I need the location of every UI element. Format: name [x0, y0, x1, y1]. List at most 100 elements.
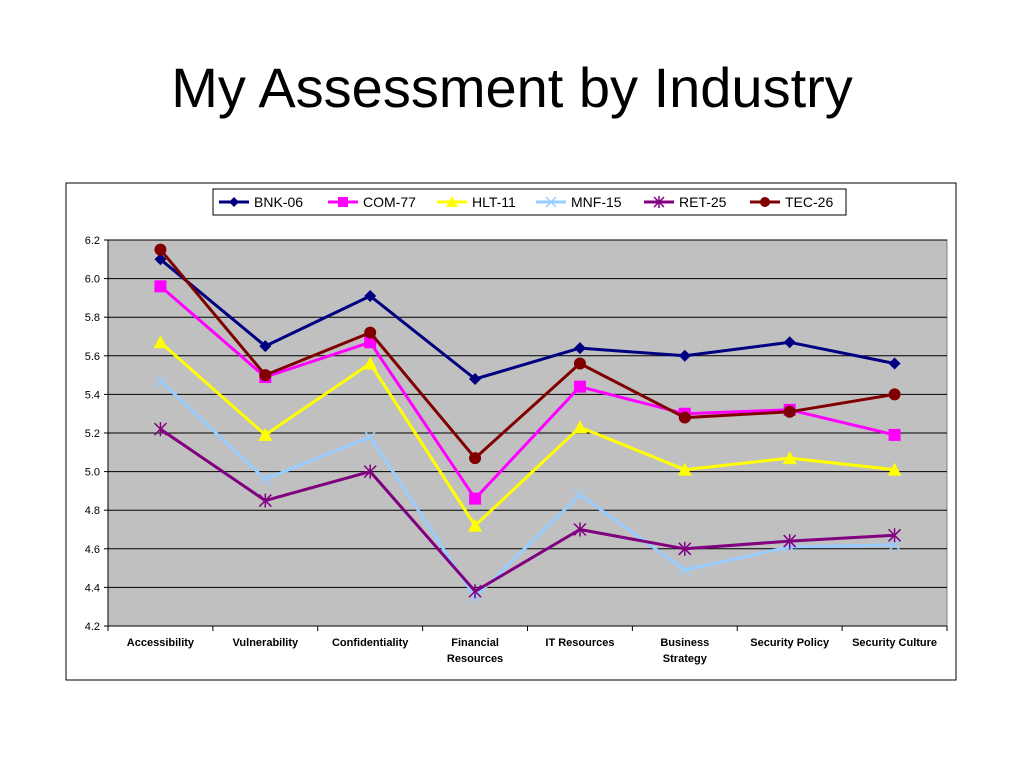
- data-point-hlt-11: [153, 335, 168, 349]
- x-tick-label-line: Security Culture: [852, 637, 937, 649]
- legend-item-mnf-15: MNF-15: [536, 194, 622, 210]
- y-tick-label: 6.0: [85, 274, 100, 286]
- x-marker-stroke: [153, 374, 167, 388]
- data-point-ret-25: [153, 422, 167, 437]
- x-tick-label-line: Accessibility: [127, 637, 195, 649]
- slide-title: My Assessment by Industry: [171, 56, 853, 119]
- data-point-com-77: [888, 428, 901, 441]
- data-point-tec-26: [364, 326, 377, 339]
- x-tick-label-line: Financial: [451, 637, 499, 649]
- data-point-ret-25: [888, 528, 902, 543]
- y-tick-label: 6.2: [85, 235, 100, 247]
- x-marker-stroke: [678, 563, 692, 577]
- y-tick-label: 4.4: [85, 582, 100, 594]
- legend-label: COM-77: [363, 194, 416, 210]
- x-tick-label: Accessibility: [127, 637, 195, 649]
- legend-item-ret-25: RET-25: [644, 194, 727, 210]
- x-tick-label: Security Policy: [750, 637, 830, 649]
- x-marker-stroke: [363, 430, 377, 444]
- x-marker-stroke: [545, 196, 557, 208]
- data-point-bnk-06: [888, 357, 901, 370]
- data-point-com-77: [573, 380, 586, 393]
- x-tick-label: Business Strategy: [660, 637, 709, 665]
- data-point-hlt-11: [677, 462, 692, 476]
- x-tick-label: Vulnerability: [233, 637, 299, 649]
- data-point-ret-25: [363, 464, 377, 479]
- data-point-bnk-06: [259, 340, 272, 353]
- data-point-ret-25: [468, 584, 482, 599]
- triangle-marker: [446, 196, 458, 207]
- y-tick-label: 4.8: [85, 505, 100, 517]
- data-point-hlt-11: [258, 427, 273, 441]
- star-marker: [653, 196, 665, 208]
- legend-item-hlt-11: HLT-11: [437, 194, 516, 210]
- data-point-hlt-11: [887, 462, 902, 476]
- series-line-mnf-15: [159, 379, 895, 599]
- circle-marker: [760, 197, 770, 207]
- series-tec-26: [154, 243, 901, 465]
- data-point-mnf-15: [363, 430, 377, 444]
- data-point-hlt-11: [572, 420, 587, 434]
- data-point-mnf-15: [153, 374, 167, 388]
- data-point-tec-26: [678, 411, 691, 424]
- x-tick-label-line: IT Resources: [545, 637, 614, 649]
- series-line-com-77: [159, 285, 895, 501]
- data-point-bnk-06: [783, 336, 796, 349]
- legend-label: RET-25: [679, 194, 727, 210]
- data-point-tec-26: [469, 452, 482, 465]
- legend-box: [212, 188, 847, 216]
- x-tick-label: Security Culture: [852, 637, 937, 649]
- data-point-tec-26: [154, 243, 167, 256]
- data-point-tec-26: [259, 369, 272, 382]
- x-axis: Accessibility Vulnerability Confidentialit…: [107, 625, 948, 665]
- x-marker-stroke: [573, 488, 587, 502]
- data-point-ret-25: [678, 541, 692, 556]
- data-point-hlt-11: [363, 356, 378, 370]
- square-marker: [338, 197, 348, 207]
- data-point-mnf-15: [678, 563, 692, 577]
- data-point-hlt-11: [782, 451, 797, 465]
- x-tick-label-line: Business: [660, 637, 709, 649]
- data-point-bnk-06: [573, 342, 586, 355]
- series-hlt-11: [153, 335, 902, 532]
- data-point-ret-25: [258, 493, 272, 508]
- y-tick-label: 5.4: [85, 389, 100, 401]
- y-tick-label: 4.2: [85, 621, 100, 633]
- data-point-tec-26: [888, 388, 901, 401]
- data-point-com-77: [364, 336, 377, 349]
- y-tick-label: 5.0: [85, 467, 100, 479]
- series-bnk-06: [154, 253, 901, 385]
- y-tick-label: 5.2: [85, 428, 100, 440]
- x-tick-label-line: Security Policy: [750, 637, 830, 649]
- data-point-bnk-06: [469, 372, 482, 385]
- series-line-bnk-06: [159, 258, 895, 381]
- series-mnf-15: [153, 374, 902, 604]
- legend-item-bnk-06: BNK-06: [219, 194, 303, 210]
- data-point-mnf-15: [888, 538, 902, 552]
- data-point-mnf-15: [573, 488, 587, 502]
- data-point-ret-25: [573, 522, 587, 537]
- legend-label: HLT-11: [472, 194, 516, 210]
- legend-item-tec-26: TEC-26: [750, 194, 833, 210]
- y-tick-label: 5.6: [85, 351, 100, 363]
- y-tick-label: 4.6: [85, 544, 100, 556]
- x-tick-label-line: Confidentiality: [332, 637, 409, 649]
- legend: BNK-06 COM-77 HLT-11 MNF-15 RET-25 TEC-26: [212, 188, 847, 216]
- x-marker: [545, 196, 557, 208]
- x-tick-label: IT Resources: [545, 637, 614, 649]
- data-point-tec-26: [573, 357, 586, 370]
- data-point-mnf-15: [258, 472, 272, 486]
- x-tick-label: Confidentiality: [332, 637, 409, 649]
- data-point-bnk-06: [678, 349, 691, 362]
- x-tick-label-line: Vulnerability: [233, 637, 299, 649]
- x-tick-label-line: Strategy: [663, 653, 708, 665]
- data-point-bnk-06: [364, 289, 377, 302]
- legend-label: MNF-15: [571, 194, 622, 210]
- x-tick-label-line: Resources: [447, 653, 503, 665]
- data-point-com-77: [469, 492, 482, 505]
- data-point-ret-25: [783, 534, 797, 549]
- legend-label: TEC-26: [785, 194, 833, 210]
- legend-item-com-77: COM-77: [328, 194, 416, 210]
- series-line-hlt-11: [159, 341, 895, 528]
